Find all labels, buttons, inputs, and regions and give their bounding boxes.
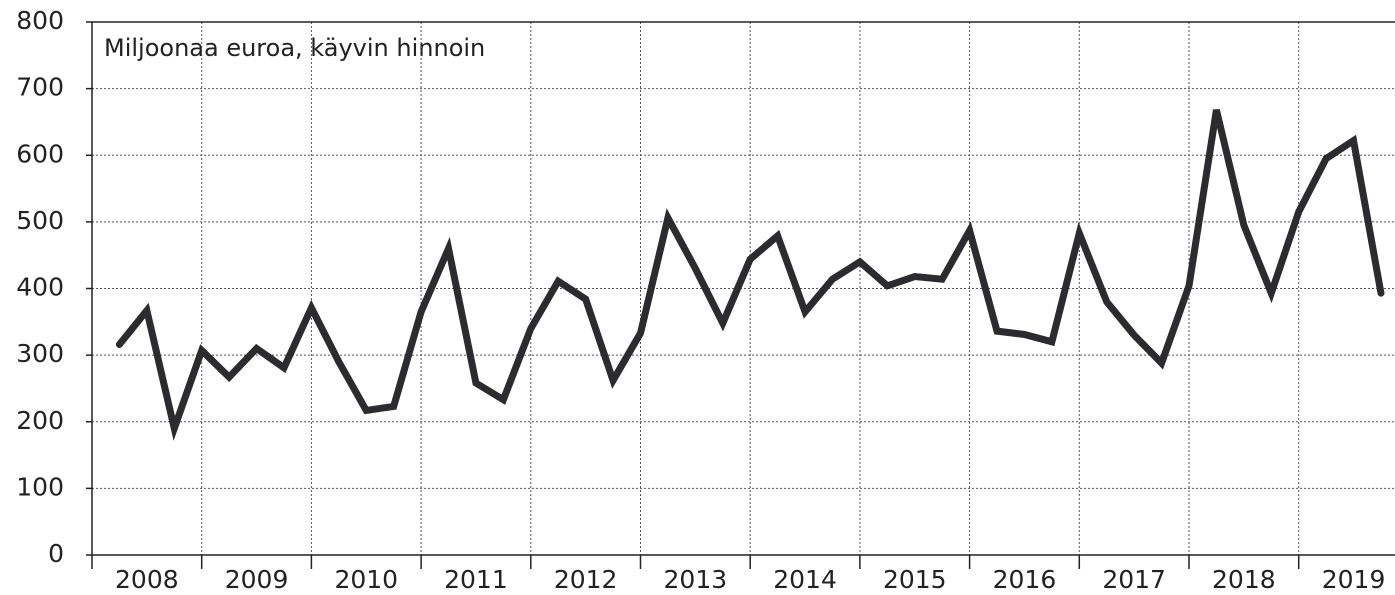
x-tick-label: 2016 <box>993 565 1057 594</box>
x-tick-label: 2015 <box>883 565 947 594</box>
x-tick-label: 2009 <box>225 565 289 594</box>
y-tick-label: 0 <box>48 539 64 568</box>
x-tick-label: 2008 <box>115 565 179 594</box>
x-tick-label: 2012 <box>554 565 618 594</box>
axis-annotation: Miljoonaa euroa, käyvin hinnoin <box>104 34 485 62</box>
x-tick-label: 2017 <box>1102 565 1166 594</box>
y-tick-label: 600 <box>16 139 64 168</box>
x-tick-label: 2019 <box>1322 565 1386 594</box>
y-tick-label: 700 <box>16 73 64 102</box>
x-tick-label: 2011 <box>444 565 508 594</box>
y-tick-label: 200 <box>16 406 64 435</box>
y-tick-label: 800 <box>16 6 64 35</box>
y-tick-label: 300 <box>16 339 64 368</box>
x-tick-label: 2013 <box>664 565 728 594</box>
x-tick-label: 2018 <box>1212 565 1276 594</box>
data-line <box>115 109 1385 441</box>
y-tick-label: 500 <box>16 206 64 235</box>
y-tick-label: 100 <box>16 472 64 501</box>
y-tick-label: 400 <box>16 273 64 302</box>
x-tick-label: 2010 <box>334 565 398 594</box>
x-tick-label: 2014 <box>773 565 837 594</box>
